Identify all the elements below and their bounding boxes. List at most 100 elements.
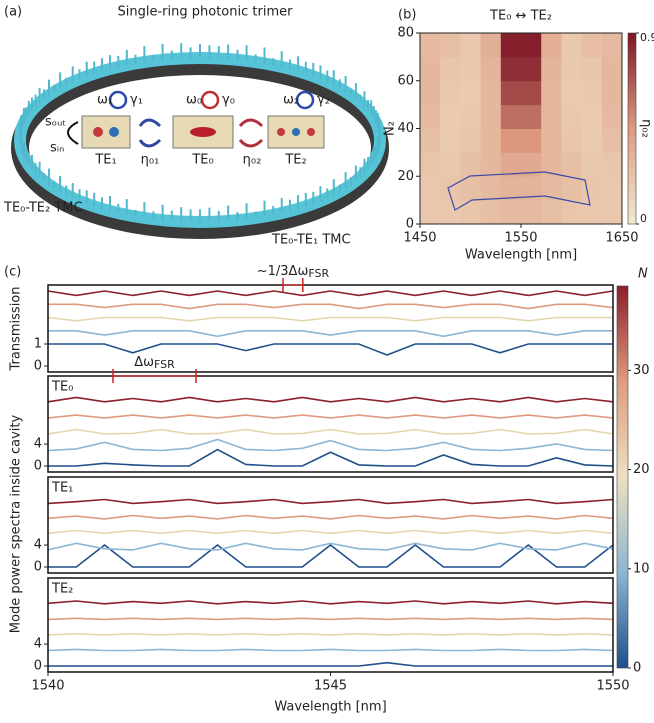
mode-lobe	[307, 128, 315, 136]
spectrum-line	[48, 543, 614, 568]
heat-cell	[581, 200, 603, 225]
y-tick-label: 0	[34, 560, 42, 575]
heat-cell	[601, 33, 623, 58]
heat-cell	[480, 200, 502, 225]
heat-cell	[521, 33, 542, 58]
y-tick-label: 60	[397, 73, 414, 88]
ring-spikes	[19, 43, 381, 222]
heat-cell	[601, 56, 623, 82]
heat-cell	[581, 56, 603, 82]
spectrum-line	[47, 632, 614, 636]
heat-cell	[601, 80, 623, 106]
spectrum-line	[47, 648, 614, 652]
plot-frame	[47, 577, 614, 673]
heat-cell	[581, 176, 603, 201]
gamma: γ₂	[317, 93, 330, 108]
x-tick-label: 1550	[504, 231, 537, 246]
x-tick-label: 1450	[403, 231, 436, 246]
heat-cell	[521, 80, 542, 106]
heat-cell	[460, 56, 482, 82]
diagram-title: Single-ring photonic trimer	[118, 5, 294, 20]
spectrum-line	[47, 617, 614, 621]
heat-cell	[420, 176, 441, 201]
heat-cell	[561, 104, 583, 129]
spectrum-line	[47, 529, 614, 535]
coupling-arrow	[138, 118, 162, 148]
heat-cell	[440, 128, 461, 153]
x-axis-label: Wavelength [nm]	[274, 700, 386, 715]
spectrum-line	[47, 428, 614, 435]
y-axis-label: Transmission	[9, 287, 24, 372]
heat-cell	[480, 176, 502, 201]
heat-cell	[541, 176, 562, 201]
colorbar	[616, 285, 629, 669]
heat-cell	[480, 33, 502, 58]
heat-cell	[500, 176, 522, 201]
heat-cell	[521, 128, 542, 153]
plot-frame	[47, 284, 614, 373]
annotation-part: FSR	[154, 358, 175, 371]
heat-cell	[581, 128, 603, 153]
heat-cell	[500, 33, 522, 58]
plot-frame	[47, 375, 614, 473]
y-tick-label: 0	[406, 217, 414, 232]
heat-cell	[420, 104, 441, 129]
heat-cell	[460, 176, 482, 201]
heat-cell	[601, 200, 623, 225]
heat-cell	[601, 104, 623, 129]
heat-cell	[601, 128, 623, 153]
heat-cell	[541, 33, 562, 58]
y-tick-label: 0	[34, 659, 42, 674]
loss-arrow	[108, 90, 128, 110]
heat-cell	[420, 56, 441, 82]
heat-cell	[460, 104, 482, 129]
spectrum-line	[48, 303, 614, 310]
heat-cell	[521, 200, 542, 225]
spectrum-line	[47, 498, 614, 505]
grating-inset	[447, 171, 591, 211]
heat-cell	[561, 80, 583, 106]
heat-cell	[521, 152, 542, 177]
annotation-part: Δω	[134, 355, 154, 370]
x-tick-label: 1550	[596, 679, 629, 694]
heat-cell	[500, 152, 522, 177]
chart-title: TE₀ ↔ TE₂	[489, 9, 552, 24]
y-tick-label: 1	[34, 337, 42, 352]
mode-lobe	[277, 128, 285, 136]
mode-label: TE₂	[284, 153, 306, 168]
heat-cell	[561, 128, 583, 153]
y-tick-label: 4	[34, 637, 42, 652]
colorbar-tick-label: 10	[633, 561, 650, 576]
spectrum-line	[48, 661, 613, 667]
annotation-part: FSR	[308, 267, 329, 280]
heat-cell	[561, 152, 583, 177]
heat-cell	[541, 56, 562, 82]
coupling-label: η₀₂	[243, 153, 262, 168]
y-axis-label: N₂	[383, 121, 398, 136]
annotation: ΔωFSR	[134, 355, 175, 372]
coupling-arrow	[238, 118, 264, 148]
y-tick-label: 0	[34, 359, 42, 374]
x-axis-label: Wavelength [nm]	[465, 248, 577, 263]
heat-cell	[460, 152, 482, 177]
heat-cell	[500, 80, 522, 106]
spectrum-line	[47, 514, 614, 520]
annotation: ~1/3ΔωFSR	[257, 264, 330, 281]
y-tick-label: 80	[397, 26, 414, 41]
heat-cell	[500, 200, 522, 225]
spectrum-line	[47, 600, 614, 605]
heat-cell	[581, 104, 603, 129]
heat-cell	[440, 176, 461, 201]
annotation-part: ~1/3Δω	[257, 264, 309, 279]
heat-cell	[521, 56, 542, 82]
y-tick-label: 4	[34, 437, 42, 452]
mode-lobe	[93, 127, 103, 137]
heat-cell	[480, 152, 502, 177]
heat-cell	[440, 200, 461, 225]
heat-cell	[500, 128, 522, 153]
heat-cell	[541, 104, 562, 129]
spectrum-line	[47, 290, 614, 297]
heat-cell	[440, 104, 461, 129]
heat-cell	[561, 56, 583, 82]
panel-label: (b)	[398, 8, 416, 23]
